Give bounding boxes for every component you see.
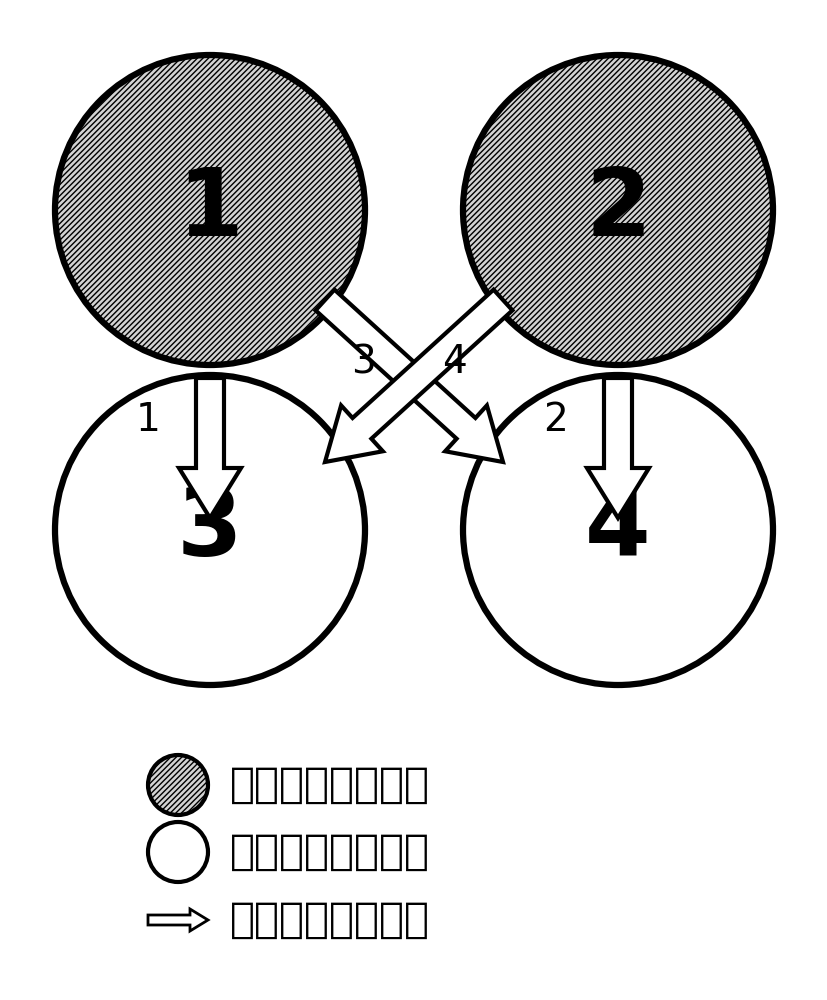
Text: 共享单车行驶路线: 共享单车行驶路线: [230, 899, 429, 941]
FancyArrow shape: [179, 378, 241, 518]
Circle shape: [148, 755, 208, 815]
Text: 供大于求调度小区: 供大于求调度小区: [230, 764, 429, 806]
Circle shape: [462, 55, 772, 365]
Circle shape: [148, 822, 208, 882]
Text: 1: 1: [177, 164, 242, 256]
Text: 4: 4: [441, 343, 466, 381]
Text: 3: 3: [350, 343, 375, 381]
FancyArrow shape: [325, 290, 512, 462]
FancyArrow shape: [315, 290, 502, 462]
Text: 3: 3: [177, 484, 242, 576]
Circle shape: [55, 55, 365, 365]
Text: 4: 4: [585, 484, 650, 576]
Text: 2: 2: [585, 164, 650, 256]
Text: 1: 1: [136, 401, 160, 439]
Circle shape: [462, 375, 772, 685]
FancyArrow shape: [148, 909, 208, 931]
Circle shape: [55, 375, 365, 685]
Text: 供小于求调度小区: 供小于求调度小区: [230, 831, 429, 873]
FancyArrow shape: [586, 378, 648, 518]
Text: 2: 2: [543, 401, 567, 439]
